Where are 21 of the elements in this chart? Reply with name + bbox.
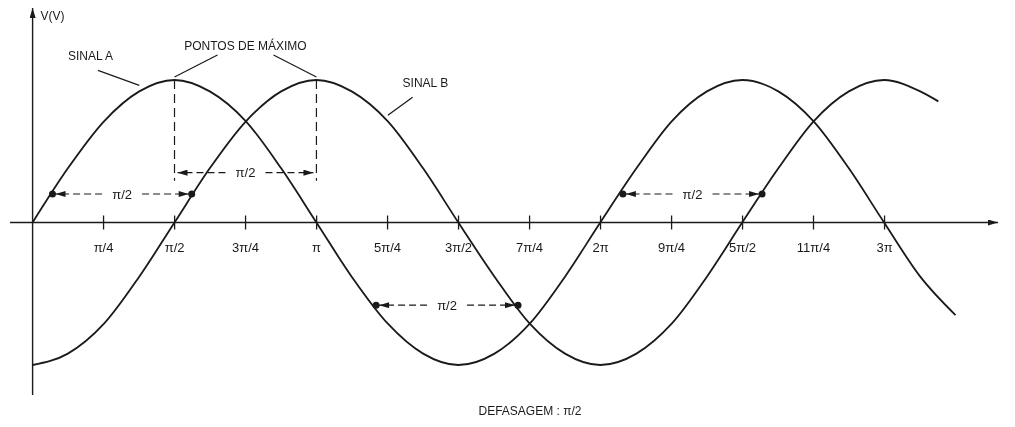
x-tick-label: π/2 bbox=[164, 240, 185, 256]
annotation: π/2 bbox=[235, 165, 256, 181]
x-tick-label: 3π/2 bbox=[445, 240, 473, 256]
x-tick-label: 3π bbox=[876, 240, 893, 256]
text: DEFASAGEM : π/2 bbox=[478, 404, 582, 418]
x-tick-label: 9π/4 bbox=[658, 240, 686, 256]
annotation: π/2 bbox=[682, 186, 703, 202]
x-tick-label: π bbox=[312, 240, 322, 256]
y-axis-title: V(V) bbox=[40, 9, 65, 23]
x-tick-label: 7π/4 bbox=[516, 240, 544, 256]
annotation: π/2 bbox=[112, 186, 132, 202]
x-tick-label: 5π/2 bbox=[729, 240, 757, 256]
x-tick-label: 5π/4 bbox=[374, 240, 402, 256]
x-tick-label: 2π bbox=[592, 240, 609, 256]
x-tick-label: π/4 bbox=[93, 240, 114, 256]
x-tick-label: 3π/4 bbox=[232, 240, 260, 256]
text: SINAL B bbox=[402, 76, 449, 91]
text: SINAL A bbox=[68, 49, 113, 64]
text: PONTOS DE MÁXIMO bbox=[184, 38, 307, 53]
annotation: π/2 bbox=[437, 297, 457, 313]
x-tick-label: 11π/4 bbox=[796, 240, 831, 256]
